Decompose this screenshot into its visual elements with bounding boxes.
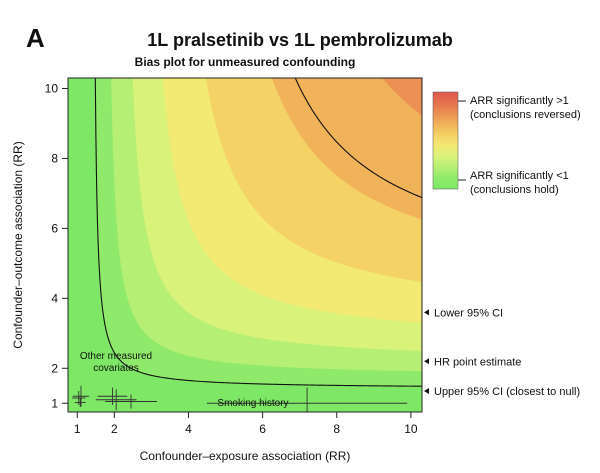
y-tick-label-3: 6 bbox=[51, 221, 58, 235]
x-tick-label-0: 1 bbox=[74, 422, 81, 436]
chart-subtitle: Bias plot for unmeasured confounding bbox=[135, 55, 356, 69]
y-axis: 1 2 4 6 8 10 bbox=[45, 81, 68, 410]
reference-line-labels: Lower 95% CI HR point estimate Upper 95% C… bbox=[424, 307, 580, 398]
x-tick-label-1: 2 bbox=[111, 422, 118, 436]
y-tick-label-5: 10 bbox=[45, 81, 59, 95]
y-tick-label-4: 8 bbox=[51, 151, 58, 165]
x-tick-label-2: 4 bbox=[185, 422, 192, 436]
contour-lines bbox=[94, 78, 422, 387]
y-tick-label-0: 1 bbox=[51, 396, 58, 410]
heat-band-6 bbox=[382, 78, 422, 116]
contour-line-1 bbox=[294, 78, 422, 199]
annotation-smoking-history: Smoking history bbox=[217, 398, 288, 409]
reference-arrow-0 bbox=[424, 309, 429, 316]
reference-arrow-2 bbox=[424, 388, 429, 395]
covariate-points bbox=[72, 385, 408, 412]
y-tick-label-2: 4 bbox=[51, 291, 58, 305]
y-axis-label: Confounder–outcome association (RR) bbox=[11, 141, 25, 348]
x-tick-label-3: 6 bbox=[259, 422, 266, 436]
annotation-other-covariates-line2: covariates bbox=[93, 363, 139, 374]
reference-label-0: Lower 95% CI bbox=[434, 307, 503, 319]
panel-label: A bbox=[26, 23, 45, 53]
legend-top-label-2: (conclusions reversed) bbox=[470, 109, 581, 121]
x-axis-label: Confounder–exposure association (RR) bbox=[140, 449, 351, 463]
reference-label-2: Upper 95% CI (closest to null) bbox=[434, 386, 580, 398]
x-tick-label-4: 8 bbox=[333, 422, 340, 436]
annotation-other-covariates-line1: Other measured bbox=[80, 351, 152, 362]
reference-label-1: HR point estimate bbox=[434, 356, 521, 368]
x-tick-label-5: 10 bbox=[404, 422, 418, 436]
y-tick-label-1: 2 bbox=[51, 361, 58, 375]
color-legend: ARR significantly >1 (conclusions revers… bbox=[432, 91, 581, 196]
legend-bottom-label-1: ARR significantly <1 bbox=[470, 170, 569, 182]
x-axis: 1 2 4 6 8 10 bbox=[74, 412, 418, 436]
legend-top-label-1: ARR significantly >1 bbox=[470, 95, 569, 107]
heat-band-5 bbox=[271, 78, 422, 220]
chart-title: 1L pralsetinib vs 1L pembrolizumab bbox=[147, 30, 452, 50]
legend-bottom-label-2: (conclusions hold) bbox=[470, 184, 559, 196]
plot-frame bbox=[67, 77, 423, 413]
reference-arrow-1 bbox=[424, 358, 429, 365]
contour-line-2 bbox=[94, 78, 422, 387]
heatmap-region bbox=[68, 78, 422, 412]
